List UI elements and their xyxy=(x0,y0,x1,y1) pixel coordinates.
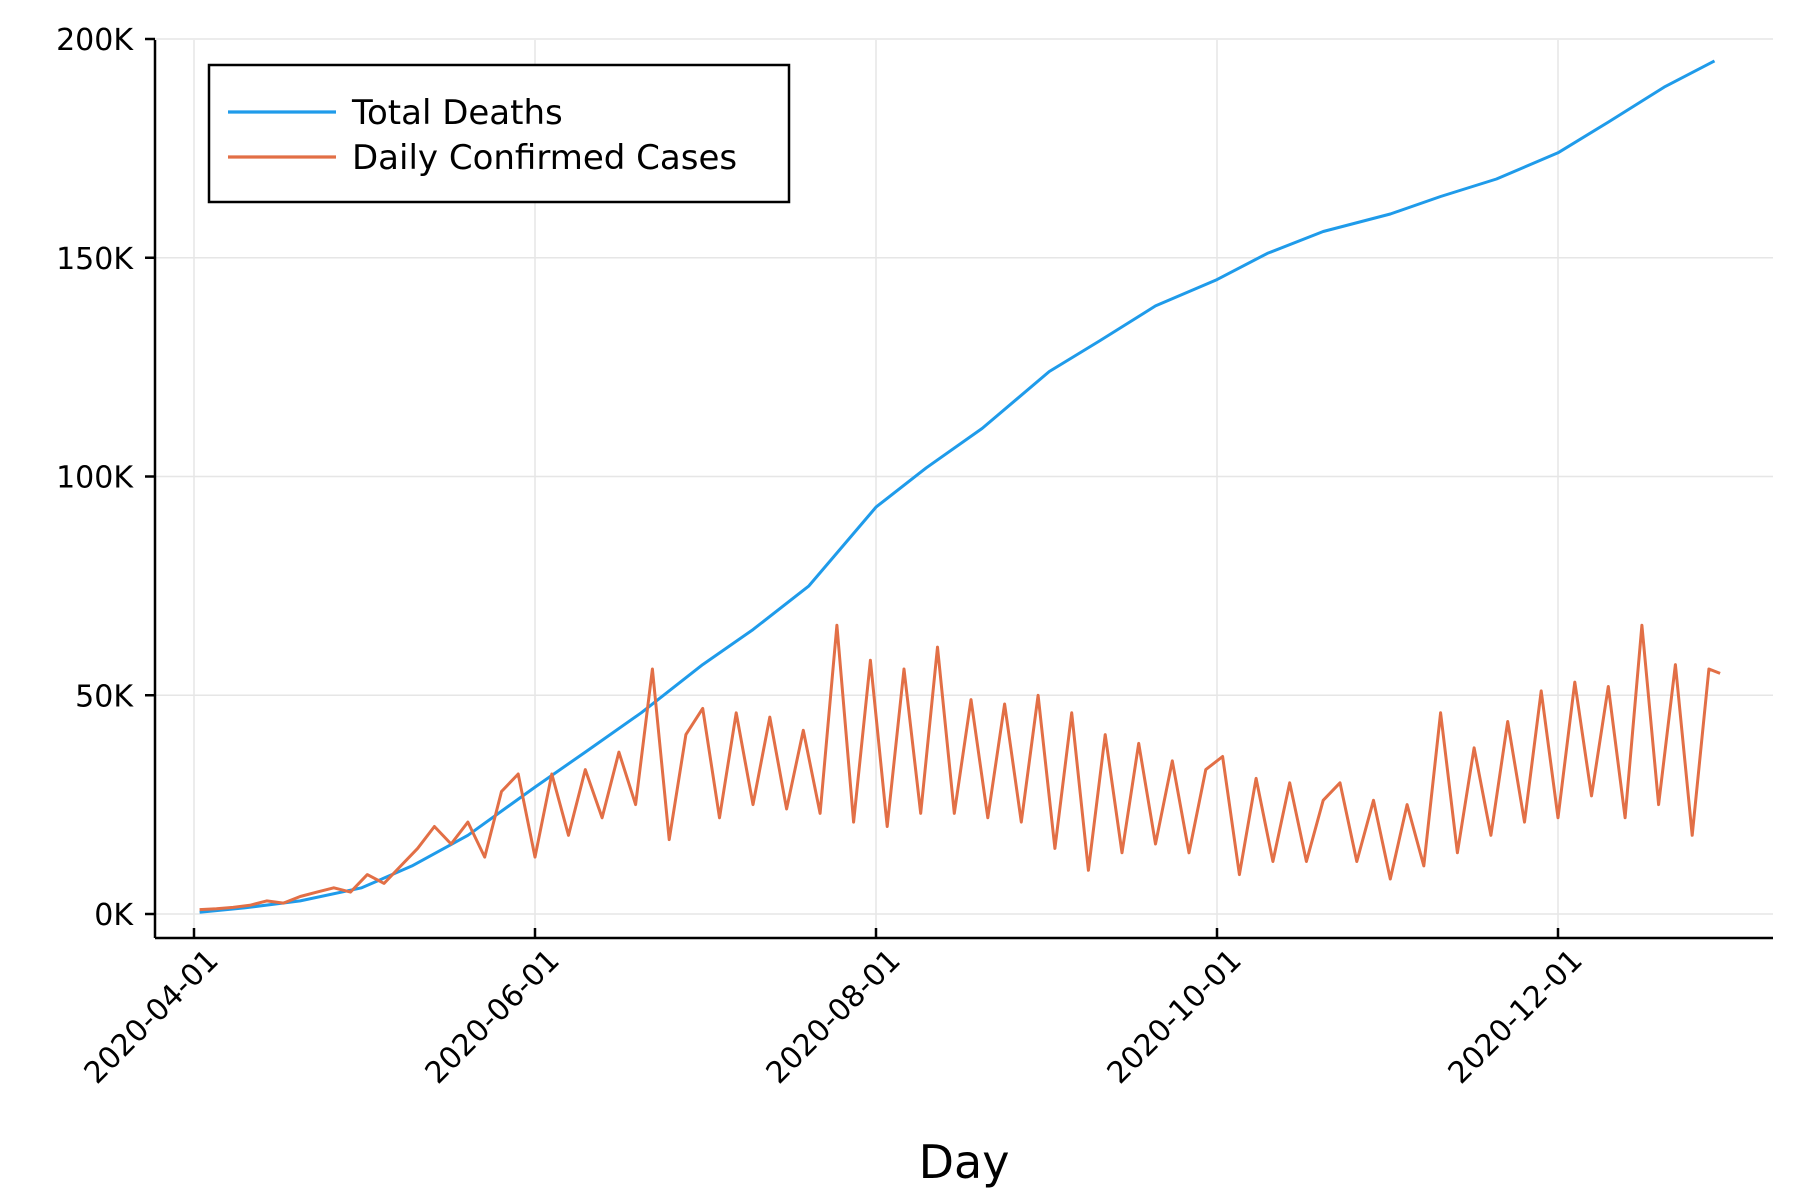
x-tick-label: 2020-10-01 xyxy=(1101,943,1249,1091)
x-tick-label: 2020-04-01 xyxy=(78,943,226,1091)
series-line-daily-confirmed-cases xyxy=(199,623,1721,912)
grid xyxy=(155,38,1773,938)
y-tick-label: 150K xyxy=(56,242,134,277)
y-tick-label: 200K xyxy=(56,23,134,58)
x-tick-label: 2020-12-01 xyxy=(1442,943,1590,1091)
series-line-total-deaths xyxy=(199,59,1716,914)
legend-box xyxy=(207,63,791,204)
y-tick-label: 100K xyxy=(56,461,134,496)
series-lines xyxy=(199,59,1721,914)
y-tick-label: 0K xyxy=(94,898,134,933)
y-tick-label: 50K xyxy=(75,679,134,714)
x-tick-label: 2020-06-01 xyxy=(419,943,567,1091)
axes xyxy=(153,40,1773,940)
legend: Total Deaths Daily Confirmed Cases xyxy=(207,63,791,204)
legend-label-total-deaths: Total Deaths xyxy=(351,93,563,133)
x-tick-label: 2020-08-01 xyxy=(760,943,908,1091)
x-axis-title: Day xyxy=(919,1135,1010,1189)
legend-label-daily-confirmed-cases: Daily Confirmed Cases xyxy=(352,138,737,178)
